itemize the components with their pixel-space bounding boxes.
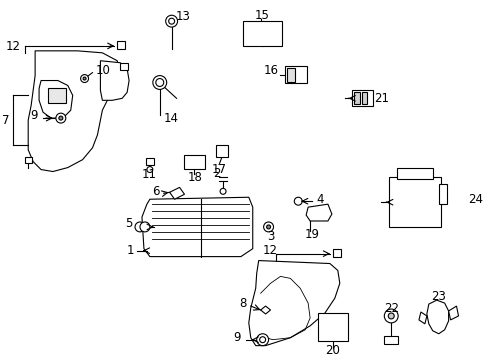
- Polygon shape: [28, 51, 120, 171]
- Circle shape: [387, 313, 393, 319]
- Bar: [396, 167, 432, 179]
- Polygon shape: [447, 306, 458, 320]
- Polygon shape: [260, 306, 270, 314]
- Text: 24: 24: [468, 193, 483, 206]
- Text: 8: 8: [239, 297, 246, 310]
- Bar: [438, 184, 446, 204]
- Text: 14: 14: [163, 112, 178, 125]
- Bar: [287, 68, 295, 81]
- Text: 9: 9: [233, 331, 241, 344]
- Circle shape: [266, 225, 270, 229]
- Text: 19: 19: [304, 228, 319, 241]
- Text: 12: 12: [5, 40, 20, 53]
- Text: 13: 13: [175, 10, 190, 23]
- Polygon shape: [169, 187, 184, 199]
- Text: 3: 3: [266, 230, 274, 243]
- Circle shape: [83, 77, 86, 80]
- Text: 4: 4: [315, 193, 323, 206]
- Circle shape: [168, 18, 174, 24]
- Text: 5: 5: [124, 217, 132, 230]
- Circle shape: [56, 113, 66, 123]
- Bar: [25, 157, 32, 163]
- Circle shape: [153, 76, 166, 89]
- Circle shape: [294, 197, 302, 205]
- Text: 11: 11: [141, 168, 156, 181]
- Bar: [120, 63, 128, 69]
- Text: 7: 7: [2, 114, 9, 127]
- Text: 23: 23: [430, 290, 445, 303]
- Polygon shape: [418, 312, 426, 324]
- Bar: [361, 93, 367, 104]
- Circle shape: [135, 222, 144, 232]
- Bar: [317, 313, 347, 341]
- Text: 2: 2: [213, 167, 221, 180]
- Circle shape: [256, 334, 268, 346]
- Text: 18: 18: [187, 171, 203, 184]
- Circle shape: [263, 222, 273, 232]
- Polygon shape: [39, 81, 73, 118]
- Bar: [243, 21, 282, 46]
- Text: 17: 17: [211, 163, 226, 176]
- Text: 16: 16: [263, 64, 278, 77]
- Polygon shape: [100, 61, 129, 100]
- Circle shape: [165, 15, 177, 27]
- Bar: [145, 158, 154, 165]
- Bar: [353, 93, 359, 104]
- Polygon shape: [142, 197, 252, 257]
- Circle shape: [156, 78, 163, 86]
- Bar: [48, 89, 66, 103]
- Text: 20: 20: [325, 344, 340, 357]
- Text: 15: 15: [254, 9, 268, 22]
- Circle shape: [220, 188, 225, 194]
- Text: 1: 1: [126, 244, 134, 257]
- Bar: [117, 41, 125, 49]
- Polygon shape: [305, 204, 331, 221]
- Circle shape: [140, 222, 149, 232]
- Bar: [183, 155, 205, 168]
- Bar: [332, 249, 340, 257]
- Bar: [285, 66, 306, 84]
- Text: 9: 9: [31, 109, 38, 122]
- Polygon shape: [248, 261, 339, 346]
- Bar: [388, 177, 440, 227]
- Bar: [384, 336, 397, 344]
- Circle shape: [81, 75, 88, 82]
- Text: 10: 10: [95, 64, 110, 77]
- Bar: [216, 145, 227, 157]
- Polygon shape: [426, 300, 447, 334]
- Circle shape: [146, 167, 153, 172]
- Text: 21: 21: [374, 92, 388, 105]
- Text: 12: 12: [263, 244, 278, 257]
- Text: 22: 22: [383, 302, 398, 315]
- Circle shape: [259, 337, 265, 343]
- Bar: [351, 90, 373, 106]
- Circle shape: [59, 116, 62, 120]
- Circle shape: [384, 309, 397, 323]
- Text: 6: 6: [152, 185, 160, 198]
